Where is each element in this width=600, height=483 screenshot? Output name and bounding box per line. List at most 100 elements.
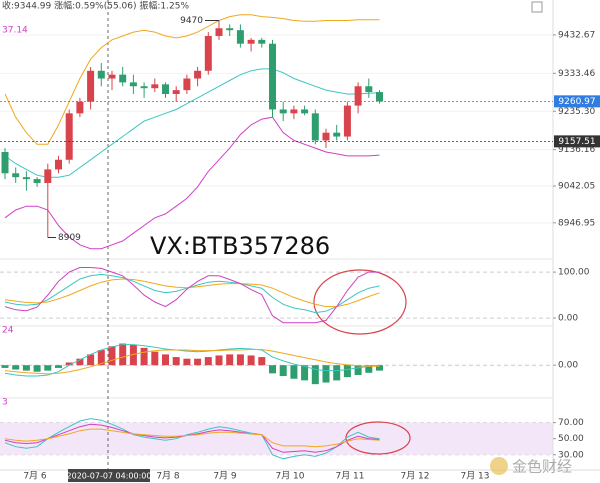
y-tick-label: 30.00 [558,450,584,460]
candle-body [129,82,137,87]
watermark-logo [490,457,508,475]
price-label: 9157.51 [558,137,595,147]
macd-bar [204,357,212,366]
overlay-text: VX:BTB357286 [150,232,330,260]
candle-body [269,43,276,110]
candle-body [301,109,309,114]
macd-bar [194,358,202,366]
candle-body [258,39,266,44]
candle-body [311,113,319,141]
candle-body [376,92,383,102]
indicator-line [4,349,380,375]
macd-bar [279,365,287,377]
macd-bar [343,365,351,378]
macd-bar [301,365,309,381]
macd-bar [55,365,62,368]
crosshair-label: 2020-07-07 04:00:00 [67,472,152,481]
indicator-line [4,428,380,448]
macd-bar [247,355,255,366]
candle-body [22,177,30,180]
y-tick-label: 9333.46 [558,69,595,79]
corner-label: 3 [2,398,8,408]
macd-bar [76,358,84,366]
crosshair-box [68,469,150,482]
macd-bar [354,365,362,375]
watermark: 金色财经 [512,458,572,476]
indicator-line [4,267,380,324]
indicator-line [4,14,380,145]
candle-body [279,109,287,114]
candle-body [365,86,373,93]
macd-bar [97,350,105,366]
macd-bar [162,354,169,366]
settings-icon[interactable] [531,1,543,13]
macd-bar [172,357,180,366]
macd-bar [44,365,52,371]
candle-body [172,90,180,94]
y-tick-label: 8946.95 [558,218,595,228]
macd-bar [226,354,234,366]
corner-label: 37.14 [2,26,28,36]
candle-body [290,109,298,114]
y-tick-label: 0.00 [558,361,578,371]
highlight-circle [313,269,407,335]
macd-bar [215,355,223,366]
macd-bar [65,362,73,366]
candle-body [44,169,52,183]
y-tick-label: 9235.30 [558,107,595,117]
macd-bar [311,365,319,385]
candle-body [65,113,73,160]
macd-bar [33,365,41,372]
candle-body [162,84,169,94]
macd-bar [376,365,383,371]
x-tick-label: 7月 13 [460,471,489,482]
x-tick-label: 7月 12 [400,471,429,482]
candle-body [204,35,212,71]
macd-bar [258,357,266,366]
indicator-line [4,418,380,460]
price-label: 9260.97 [558,97,595,107]
macd-bar [365,365,373,373]
candle-body [33,179,41,183]
candle-body [87,70,95,102]
y-tick-label: 0.00 [558,314,578,324]
candle-body [151,84,159,89]
y-tick-label: 70.00 [558,418,584,428]
candle-body [55,159,62,170]
candle-body [183,78,191,91]
candle-body [322,132,330,141]
macd-bar [333,365,341,381]
macd-bar [108,346,116,366]
indicator-line [4,68,380,178]
macd-bar [183,358,191,366]
candle-body [194,70,202,79]
macd-bar [119,343,127,366]
macd-bar [1,365,9,368]
x-tick-label: 7月 6 [23,471,47,482]
candle-body [76,101,84,114]
candle-body [354,86,362,106]
y-tick-label: 100.00 [558,268,590,278]
price-box [554,95,600,108]
macd-bar [236,354,244,366]
x-tick-label: 7月 11 [335,471,364,482]
x-tick-label: 7月 8 [156,471,180,482]
price-box [554,135,600,148]
macd-bar [12,365,20,370]
candle-body [215,28,223,36]
x-tick-label: 7月 10 [275,471,304,482]
y-tick-label: 50.00 [558,434,584,444]
candle-body [108,74,116,79]
macd-bar [290,365,298,379]
x-tick-label: 7月 9 [213,471,237,482]
candle-body [1,152,9,174]
corner-label: 24 [2,326,14,336]
candle-body [97,70,105,79]
candle-body [333,132,341,137]
y-tick-label: 9432.67 [558,30,595,40]
candle-body [119,74,127,83]
macd-bar [269,365,276,374]
candle-body [140,86,148,89]
indicator-line [4,344,380,377]
